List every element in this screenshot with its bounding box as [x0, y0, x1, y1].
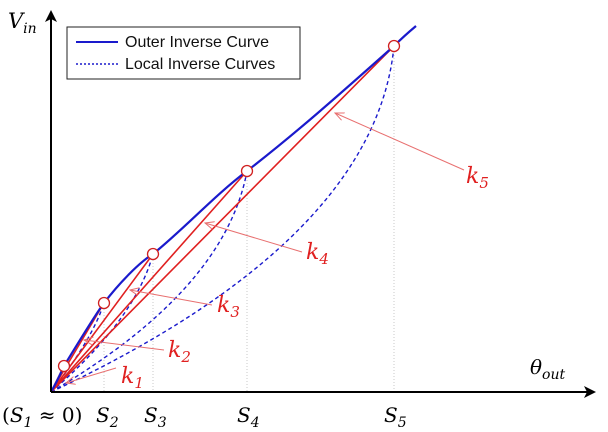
slope-line-k4 — [50, 170, 248, 393]
slope-label-k2: k2 — [168, 338, 191, 366]
arrow-k4 — [205, 223, 303, 253]
tick-labels: (S1 ≈ 0) S2 S3 S4 S5 — [2, 403, 407, 431]
slope-lines — [50, 45, 395, 393]
arrow-k3 — [130, 290, 213, 306]
local-curve-s4 — [50, 170, 248, 393]
tick-label-s4: S4 — [237, 403, 260, 431]
tick-guides — [103, 46, 395, 392]
slope-label-k4: k4 — [306, 240, 329, 268]
y-axis-label: Vin — [8, 9, 37, 37]
slope-label-k1: k1 — [121, 364, 144, 392]
marker-s1 — [57, 359, 71, 373]
legend-outer-label: Outer Inverse Curve — [125, 34, 269, 51]
x-axis-label: θout — [530, 355, 565, 383]
legend-local-label: Local Inverse Curves — [125, 56, 275, 73]
local-curve-s5 — [50, 45, 395, 393]
legend-box — [66, 26, 301, 80]
slope-labels: k1 k2 k3 k4 k5 — [121, 164, 489, 392]
annotation-arrows — [66, 113, 465, 383]
marker-s5 — [387, 39, 401, 53]
arrow-k2 — [84, 340, 165, 351]
slope-label-k5: k5 — [466, 164, 489, 192]
tick-label-s1: (S1 ≈ 0) — [2, 403, 82, 431]
arrow-k1 — [66, 367, 117, 383]
slope-line-k5 — [50, 45, 395, 393]
tick-label-s2: S2 — [96, 403, 119, 431]
marker-s4 — [240, 164, 254, 178]
marker-s3 — [146, 247, 160, 261]
tick-label-s3: S3 — [144, 403, 167, 431]
arrow-k5 — [335, 113, 465, 171]
sample-markers — [57, 39, 401, 373]
local-curve-s3 — [50, 253, 154, 393]
marker-s2 — [97, 296, 111, 310]
outer-inverse-curve — [50, 25, 417, 393]
tick-label-s5: S5 — [384, 403, 407, 431]
legend: Outer Inverse Curve Local Inverse Curves — [66, 26, 301, 80]
slope-label-k3: k3 — [217, 293, 240, 321]
